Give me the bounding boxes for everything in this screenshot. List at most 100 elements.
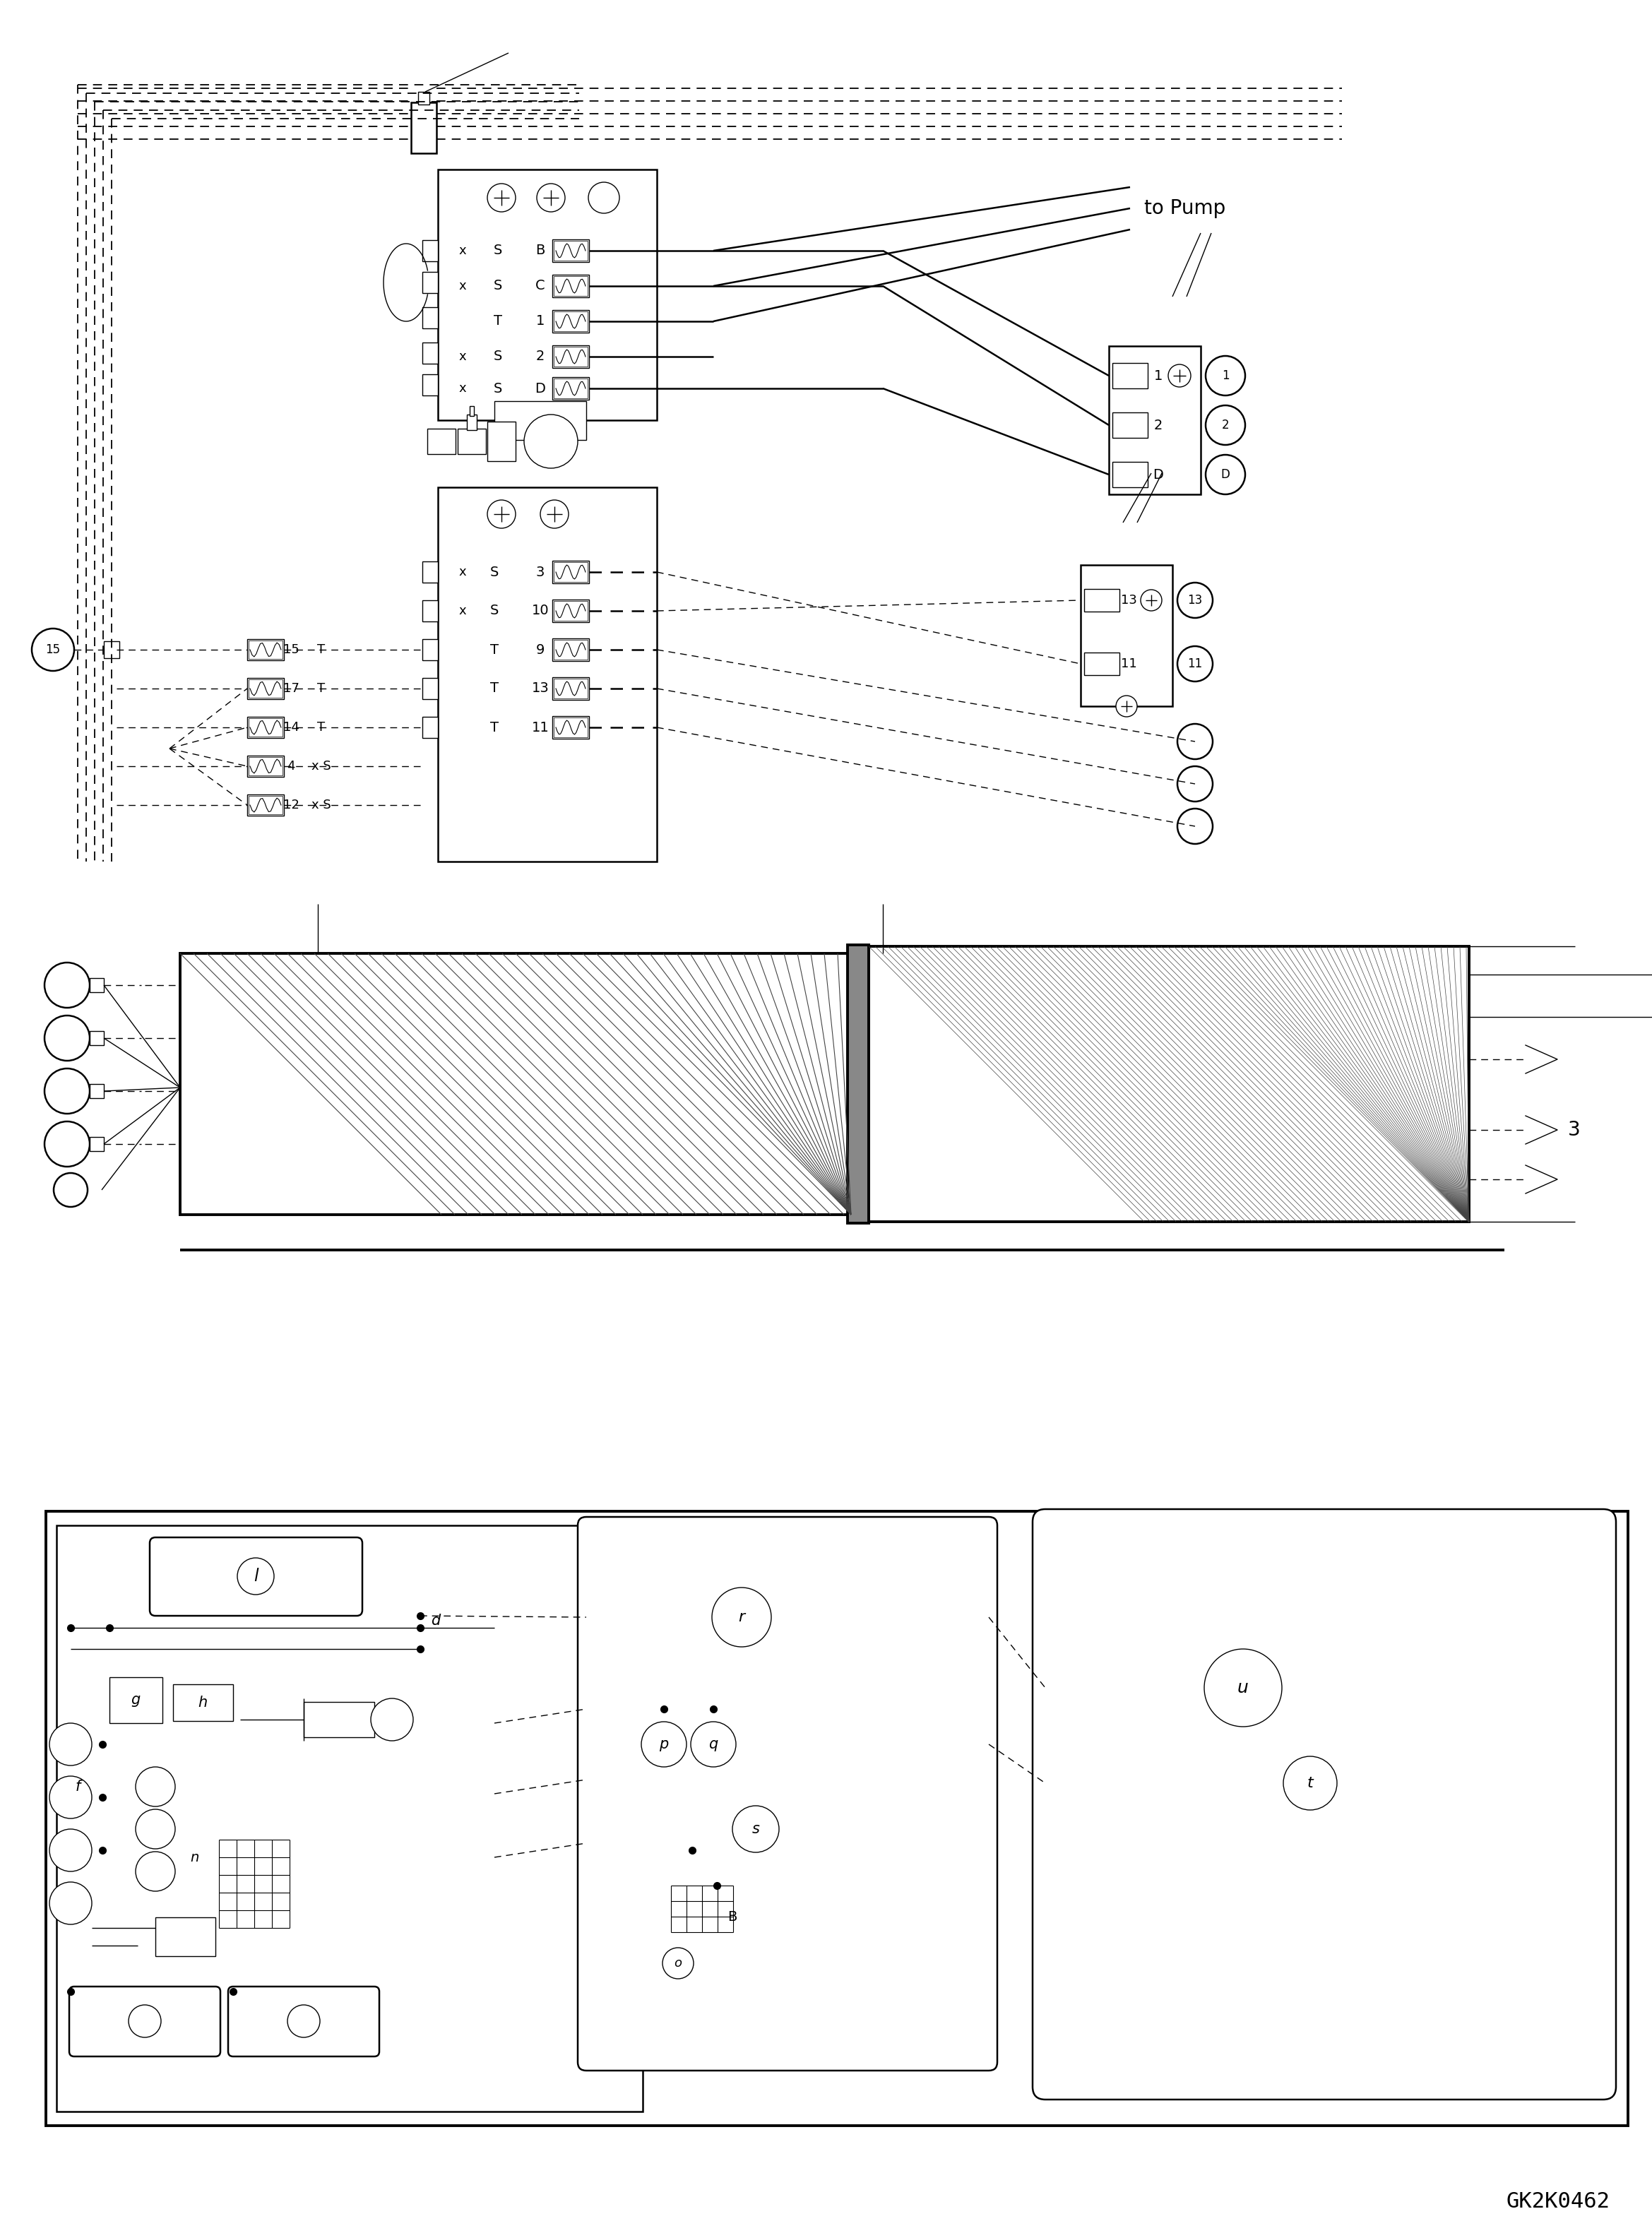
Circle shape [50,1723,93,1766]
Bar [552,715,590,740]
Bar [56,1526,643,2112]
Text: n: n [190,1850,198,1863]
Circle shape [53,1173,88,1206]
Text: g: g [131,1692,140,1708]
Bar [553,240,588,260]
Bar [552,311,590,333]
Circle shape [135,1810,175,1848]
Text: S: S [491,566,499,580]
Bar [423,640,438,660]
Bar [553,562,588,582]
Text: 1: 1 [1221,369,1229,382]
Circle shape [1206,455,1246,495]
Bar [1112,362,1148,389]
Circle shape [45,1015,89,1062]
Text: h: h [198,1695,208,1710]
Bar [552,677,590,700]
Circle shape [287,2006,320,2037]
Text: l: l [253,1568,258,1586]
Bar [438,486,657,862]
Bar [248,795,284,815]
Text: t: t [1307,1777,1313,1790]
Bar [89,977,104,993]
Bar [423,240,438,262]
Bar [552,378,590,400]
Text: B: B [535,244,545,258]
Text: x: x [459,351,466,362]
Bar [248,717,284,737]
Text: D: D [535,382,545,395]
Circle shape [1178,766,1213,802]
Text: S: S [494,382,502,395]
FancyBboxPatch shape [69,1986,220,2057]
Bar [553,602,588,620]
Text: o: o [674,1957,682,1970]
Circle shape [524,415,578,469]
Text: x S: x S [312,760,330,773]
Bar [552,637,590,662]
FancyBboxPatch shape [228,1986,380,2057]
Bar [423,562,438,582]
Bar [553,680,588,697]
Text: r: r [738,1610,745,1624]
Bar [553,640,588,660]
Bar [847,944,869,1224]
Bar [1108,346,1201,495]
Circle shape [50,1881,93,1923]
Text: D: D [1221,469,1231,482]
Text: T: T [491,682,499,695]
Circle shape [588,182,620,213]
Text: S: S [494,280,502,293]
Circle shape [662,1948,694,1979]
Text: GK2K0462: GK2K0462 [1507,2192,1611,2212]
Text: 14: 14 [282,722,299,733]
Text: 11: 11 [1188,657,1203,671]
Circle shape [45,962,89,1008]
Circle shape [1178,808,1213,844]
Bar [423,600,438,622]
Circle shape [50,1777,93,1819]
Text: 10: 10 [532,604,548,617]
Circle shape [370,1699,413,1741]
Circle shape [487,500,515,529]
Bar [248,677,284,700]
Bar [248,795,282,815]
Circle shape [1206,355,1246,395]
Bar [438,169,657,420]
Text: 2: 2 [535,351,545,364]
Bar [552,600,590,622]
Text: 12: 12 [282,800,299,811]
Bar [248,717,282,737]
Bar [89,1031,104,1046]
FancyBboxPatch shape [578,1517,998,2070]
Text: T: T [317,682,325,695]
Text: 11: 11 [1120,657,1137,671]
Circle shape [1284,1757,1336,1810]
Bar [1112,413,1148,438]
Text: T: T [491,720,499,735]
Circle shape [641,1721,687,1768]
Circle shape [732,1806,780,1852]
Circle shape [1140,591,1161,611]
Bar [494,402,586,440]
Bar [411,102,436,153]
Circle shape [712,1588,771,1646]
Text: 4: 4 [287,760,296,773]
Text: f: f [74,1779,81,1795]
Text: 15: 15 [46,644,61,655]
Text: C: C [535,280,545,293]
Bar [423,717,438,737]
Text: 3: 3 [1568,1119,1581,1139]
Text: 13: 13 [1120,593,1137,606]
Circle shape [135,1852,175,1892]
Bar [487,422,515,462]
FancyBboxPatch shape [150,1537,362,1617]
Bar [552,344,590,369]
Text: x: x [459,244,466,258]
Bar [423,375,438,395]
Bar [173,1684,233,1721]
Bar [248,755,284,777]
Bar [553,717,588,737]
Text: 9: 9 [535,644,545,657]
Text: 13: 13 [1188,593,1203,606]
